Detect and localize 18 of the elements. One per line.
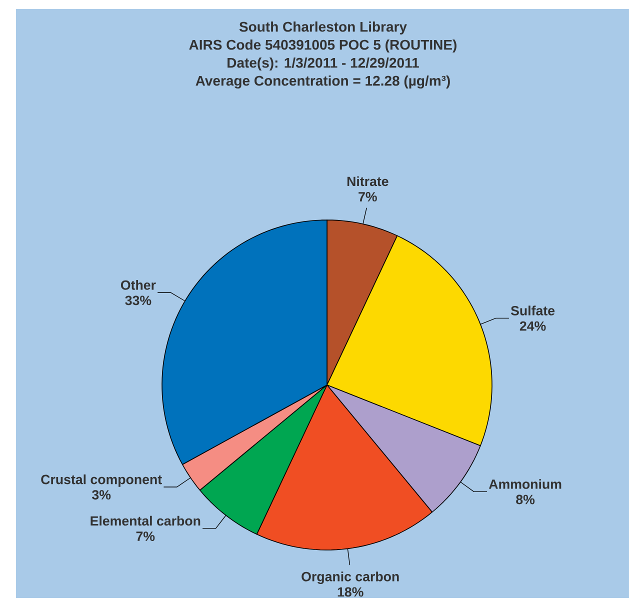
chart-subtitle: AIRS Code 540391005 POC 5 (ROUTINE) xyxy=(189,39,456,53)
data-label: 33% xyxy=(125,296,152,306)
data-label: 3% xyxy=(92,490,111,500)
slice-label: Organic carbon xyxy=(302,572,399,584)
data-label: 8% xyxy=(516,494,535,504)
slice-label: Elemental carbon xyxy=(90,516,200,526)
slice-label: Sulfate xyxy=(510,306,555,316)
data-label: 7% xyxy=(358,192,377,202)
text: Date(s): 1/3/2011 - 12/29/2011 xyxy=(228,57,419,71)
data-label: 24% xyxy=(520,321,546,331)
chart-title: South Charleston Library xyxy=(239,21,407,35)
data-label: 7% xyxy=(136,532,155,541)
text: Average Concentration = 12.28 (µg/m³) xyxy=(196,75,450,89)
data-label: 18% xyxy=(338,587,364,597)
slice-label: Nitrate xyxy=(347,176,388,186)
slice-label: Other xyxy=(120,280,156,290)
slice-label: Crustal component xyxy=(41,474,162,487)
slice-label: Ammonium xyxy=(488,479,562,489)
